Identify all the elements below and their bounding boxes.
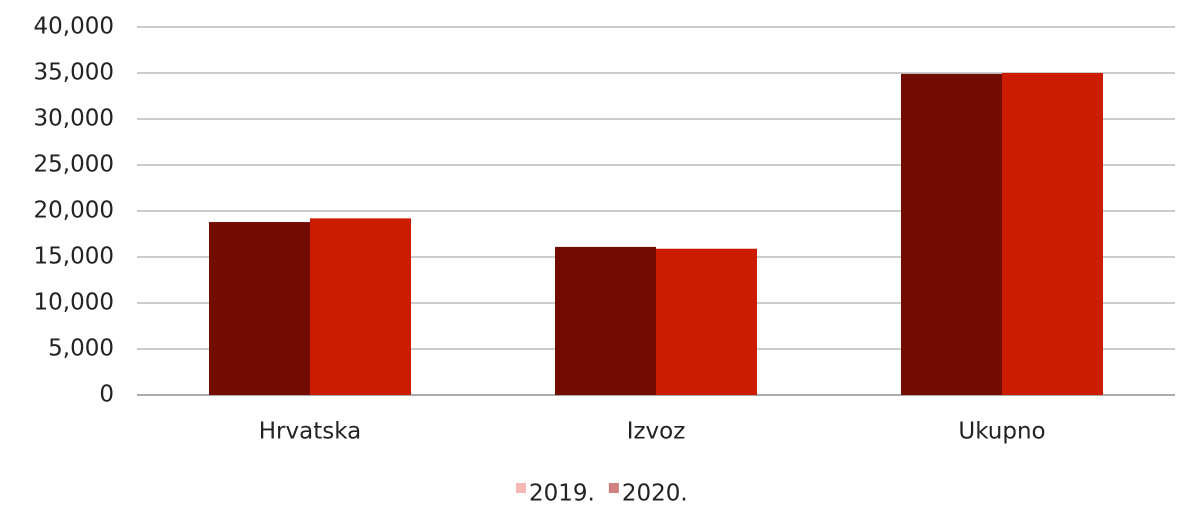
x-tick-label: Hrvatska	[259, 419, 361, 445]
bar	[1002, 73, 1103, 395]
bar	[901, 73, 1002, 396]
y-tick-label: 35,000	[34, 60, 114, 86]
bar	[656, 248, 757, 395]
y-tick-label: 15,000	[34, 244, 114, 270]
x-tick-label: Izvoz	[627, 419, 686, 445]
y-tick-label: 25,000	[34, 152, 114, 178]
bar	[209, 222, 310, 395]
legend-marker	[516, 483, 526, 493]
bar	[310, 218, 411, 395]
y-tick-label: 30,000	[34, 106, 114, 132]
y-tick-label: 5,000	[48, 336, 114, 362]
y-tick-label: 10,000	[34, 290, 114, 316]
legend-label: 2019.	[529, 481, 595, 506]
bar	[555, 246, 656, 395]
x-tick-label: Ukupno	[958, 419, 1045, 445]
legend-label: 2020.	[622, 481, 688, 506]
legend-marker	[608, 483, 619, 493]
y-tick-label: 20,000	[34, 198, 114, 224]
y-tick-label: 40,000	[34, 14, 114, 40]
y-tick-label: 0	[99, 382, 114, 408]
